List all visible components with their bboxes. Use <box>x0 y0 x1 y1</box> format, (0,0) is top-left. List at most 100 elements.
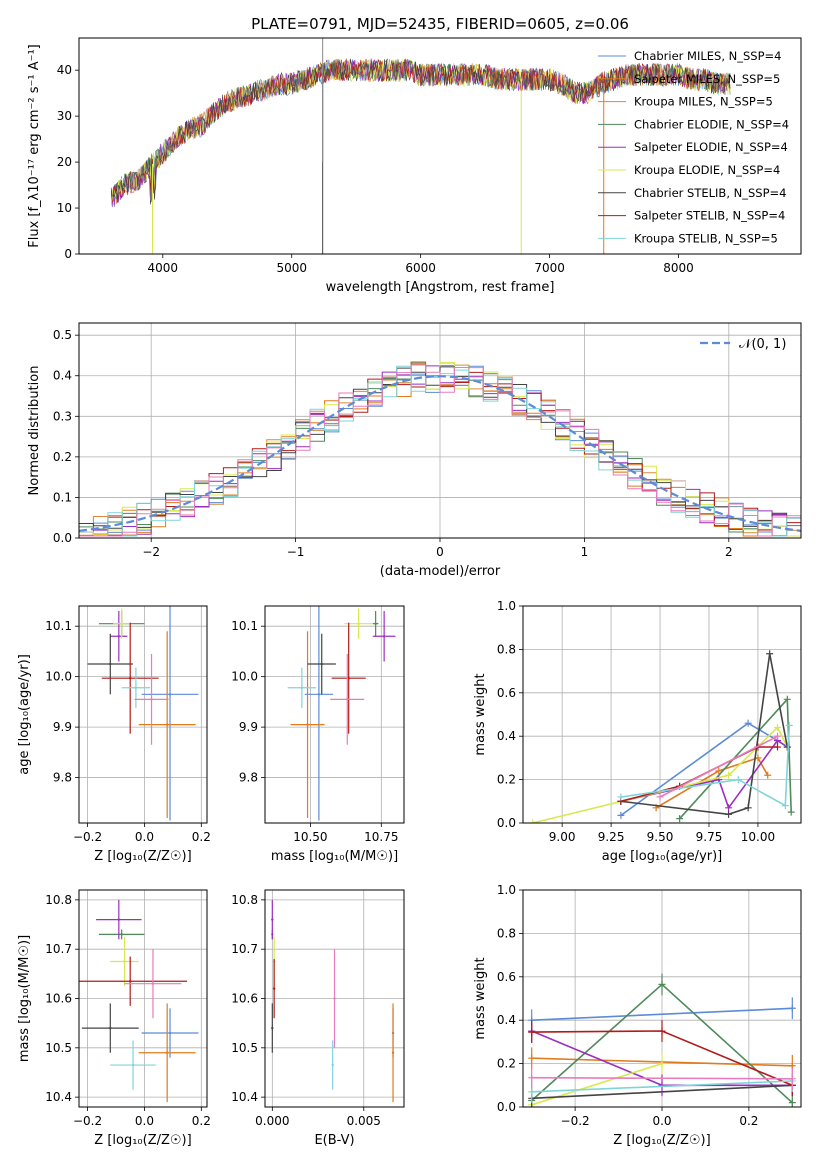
data-point <box>150 698 153 701</box>
panel-mass_vs_ebv: 0.000 0.005 10.4 10.5 10.6 10.7 10.8 E(B-V) <box>231 889 405 1148</box>
x-axis-label: wavelength [Angstrom, rest frame] <box>326 280 555 295</box>
legend-label: Chabrier STELIB, N_SSP=4 <box>634 186 786 200</box>
series-marker <box>787 808 795 816</box>
y-tick-label: 0.2 <box>53 450 72 464</box>
legend: Chabrier MILES, N_SSP=4 Salpeter MILES, N… <box>598 49 789 245</box>
x-tick-label: 0.000 <box>255 1114 289 1128</box>
spectrum-line <box>110 59 731 203</box>
y-tick-label: 10.5 <box>45 1041 72 1055</box>
series-marker <box>774 743 782 751</box>
data-point <box>120 622 123 625</box>
axes-frame <box>264 889 405 1108</box>
x-tick-label: 0.005 <box>347 1114 381 1128</box>
y-tick-label: 0.8 <box>497 926 516 940</box>
y-tick-label: 0.0 <box>53 531 72 545</box>
series-line <box>655 756 769 809</box>
data-point <box>131 1063 135 1067</box>
data-point <box>168 693 172 696</box>
y-tick-label: 10.7 <box>45 942 72 956</box>
panel-age_vs_mass: 10.50 10.75 9.8 9.9 10.0 10.1 mass [log₁₀(M/M☉… <box>231 605 405 864</box>
series-line <box>620 725 791 807</box>
data-point <box>165 723 169 726</box>
marks <box>79 899 199 1103</box>
y-tick-label: 10.8 <box>231 893 258 907</box>
x-axis-label: E(B-V) <box>314 1133 354 1148</box>
panel-age_vs_Z: −0.2 0.0 0.2 9.8 9.9 10.0 10.1 Z [log₁₀(Z/Z☉)] a… <box>17 605 211 864</box>
y-tick-label: 10.4 <box>45 1090 72 1104</box>
series-marker <box>617 793 625 801</box>
x-tick-label: 6000 <box>405 261 436 275</box>
y-axis-label: mass weight <box>473 673 488 755</box>
series-marker <box>783 695 791 703</box>
data-point <box>109 662 112 666</box>
data-point <box>346 698 349 701</box>
x-tick-label: 0 <box>436 545 444 559</box>
axes-frame <box>264 605 405 824</box>
axes-frame <box>78 889 208 1108</box>
x-tick-label: 8000 <box>663 261 694 275</box>
histogram-step <box>79 364 801 537</box>
series-line <box>531 1062 663 1106</box>
x-tick-label: 10.50 <box>293 830 327 844</box>
x-axis-label: mass [log₁₀(M/M☉)] <box>271 849 398 864</box>
series-marker <box>774 724 782 732</box>
legend-label: Salpeter STELIB, N_SSP=4 <box>634 209 785 223</box>
series-marker <box>725 810 733 818</box>
y-tick-label: 10.6 <box>231 992 258 1006</box>
series-marker <box>617 811 625 819</box>
axes-frame <box>78 37 802 255</box>
data-point <box>151 982 155 985</box>
panel-spectrum: 4000 5000 6000 7000 8000 0 10 20 30 40 wavelength … <box>27 37 802 295</box>
legend-label: Kroupa ELODIE, N_SSP=4 <box>634 163 780 177</box>
series-marker <box>785 721 793 729</box>
legend-label: Kroupa STELIB, N_SSP=5 <box>634 231 778 245</box>
y-tick-label: 9.9 <box>53 720 72 734</box>
y-tick-label: 10.4 <box>231 1090 258 1104</box>
series-line <box>659 735 778 798</box>
plot-area <box>265 606 404 823</box>
x-tick-label: −0.2 <box>561 1114 590 1128</box>
y-tick-label: 10.6 <box>45 992 72 1006</box>
series-marker <box>764 771 772 779</box>
plot-area <box>79 606 207 823</box>
data-point <box>272 987 276 990</box>
series-line <box>531 1007 793 1021</box>
x-tick-label: 1 <box>581 545 589 559</box>
x-tick-label: 0.2 <box>192 830 211 844</box>
marks <box>271 899 395 1103</box>
data-point <box>347 676 350 680</box>
data-point <box>300 686 304 689</box>
series-marker <box>744 719 752 727</box>
y-tick-label: 0.8 <box>497 642 516 656</box>
data-point <box>165 1051 169 1054</box>
axes-frame <box>78 605 208 824</box>
panel-mass_weight_vs_Z: −0.2 0.0 0.2 0.0 0.2 0.4 0.6 0.8 1.0 Z [log₁₀(Z/Z… <box>473 883 802 1148</box>
data-point <box>382 635 386 638</box>
x-tick-label: 0.2 <box>739 1114 758 1128</box>
plot-area <box>79 890 207 1107</box>
x-tick-label: −2 <box>142 545 160 559</box>
y-tick-label: 0.2 <box>497 773 516 787</box>
x-axis-label: Z [log₁₀(Z/Z☉)] <box>94 1133 191 1148</box>
x-tick-label: −1 <box>287 545 305 559</box>
series-marker <box>783 743 791 751</box>
data-point <box>271 1026 274 1030</box>
legend-label: Salpeter MILES, N_SSP=5 <box>634 72 780 86</box>
series-line <box>531 1076 793 1080</box>
histogram-step <box>79 365 801 537</box>
y-tick-label: 9.8 <box>53 771 72 785</box>
y-tick-label: 0.2 <box>497 1057 516 1071</box>
data-point <box>134 686 138 689</box>
y-tick-label: 1.0 <box>497 883 516 897</box>
data-point <box>271 918 274 921</box>
x-tick-label: 10.00 <box>741 830 775 844</box>
data-point <box>109 1026 112 1030</box>
series-marker <box>781 802 789 810</box>
data-point <box>391 1051 395 1054</box>
y-axis-label: age [log₁₀(age/yr)] <box>17 654 32 775</box>
marks <box>87 606 199 821</box>
data-point <box>331 1063 334 1067</box>
x-tick-label: 0.2 <box>192 1114 211 1128</box>
y-tick-label: 0.4 <box>53 369 72 383</box>
x-axis-label: (data-model)/error <box>380 564 501 579</box>
